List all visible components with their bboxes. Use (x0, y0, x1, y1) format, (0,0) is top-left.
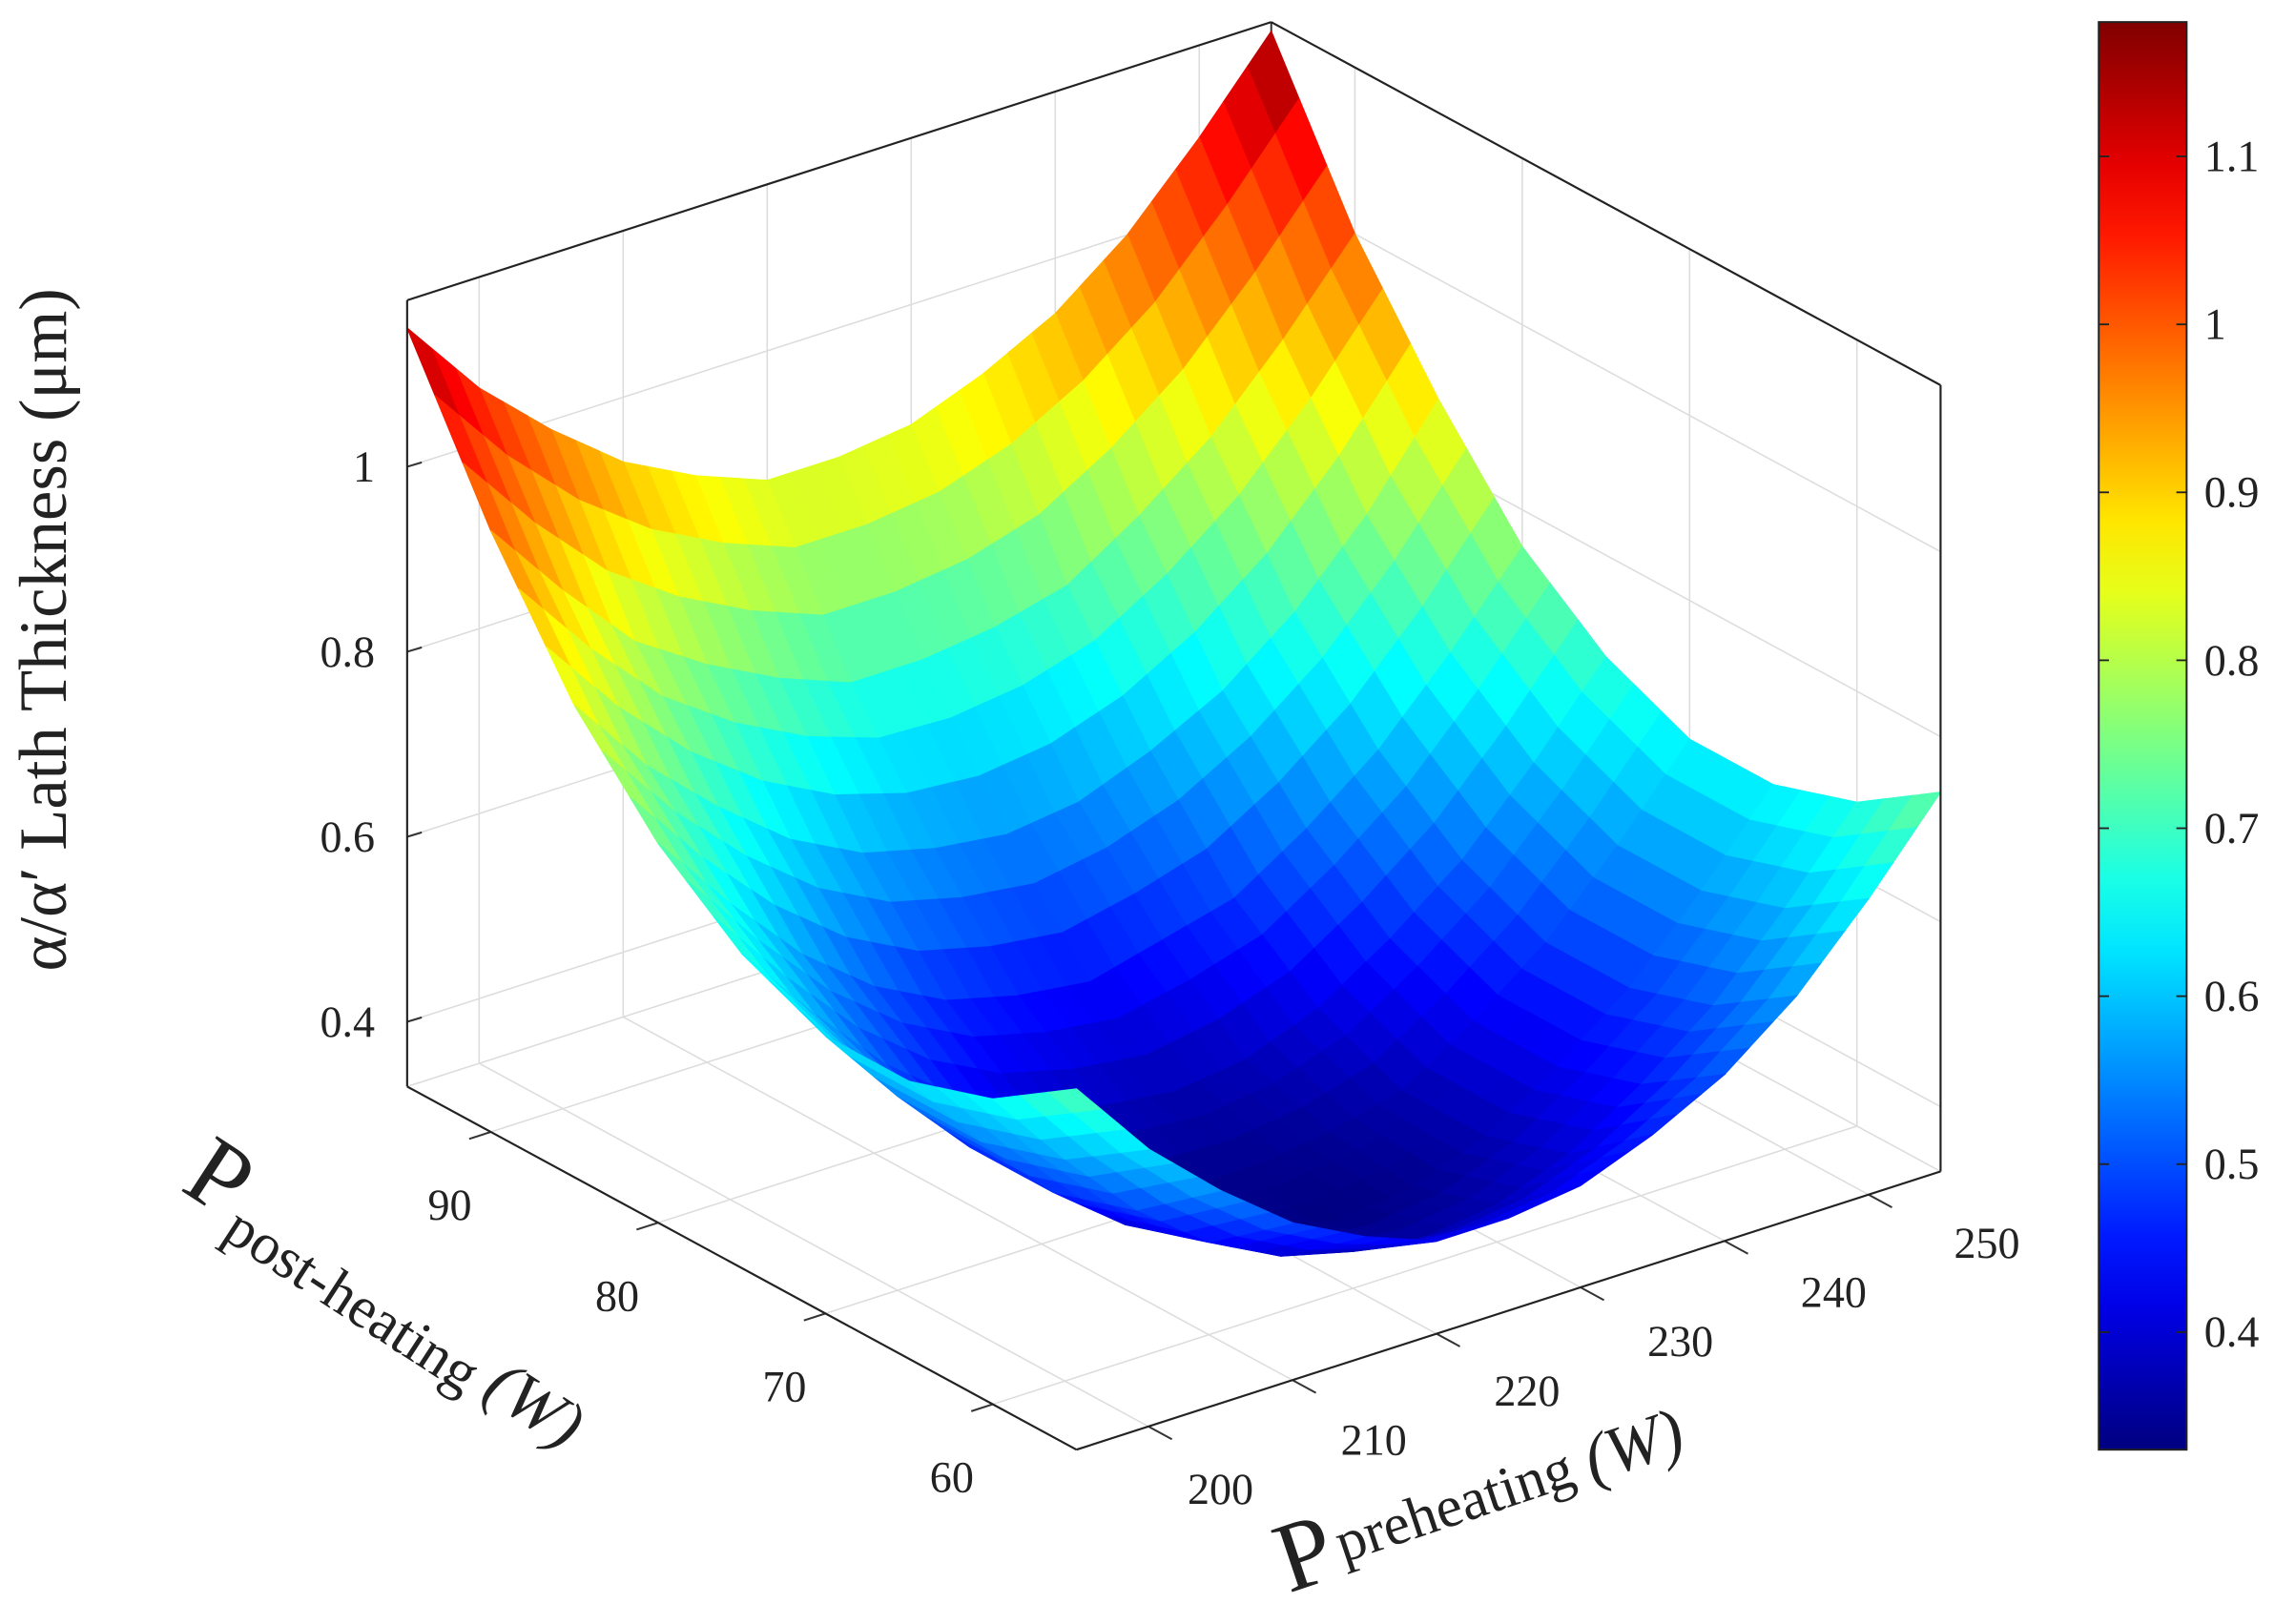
colorbar: 0.4 0.5 0.6 0.7 0.8 0.9 1 1.1 (2098, 21, 2260, 1451)
x-tick-label: 210 (1341, 1416, 1407, 1465)
grid-line (992, 1125, 1857, 1406)
x-tick-label: 250 (1954, 1219, 2020, 1267)
x-tick-label: 220 (1494, 1367, 1560, 1415)
x-tick (1436, 1332, 1461, 1347)
x-axis-label-unit: (W) (1574, 1394, 1693, 1497)
y-tick-label: 90 (428, 1181, 472, 1229)
x-tick-label: 240 (1801, 1267, 1867, 1316)
box-edge (1076, 1170, 1941, 1451)
x-tick (1148, 1425, 1173, 1441)
z-tick (406, 461, 423, 468)
z-tick (406, 646, 423, 653)
x-tick (1292, 1379, 1317, 1394)
y-tick-label: 60 (930, 1453, 974, 1502)
z-axis-label: α/α′ Lath Thickness (μm) (7, 288, 81, 971)
x-tick (1580, 1286, 1605, 1302)
box-edge (406, 1085, 1078, 1451)
z-tick-label: 0.6 (320, 812, 376, 861)
z-tick (406, 1016, 423, 1023)
colorbar-tick-label: 0.7 (2204, 804, 2260, 853)
colorbar-tick-label: 0.4 (2204, 1307, 2260, 1356)
y-tick (803, 1312, 826, 1322)
y-tick (636, 1222, 659, 1231)
grid-line (478, 1062, 1149, 1428)
colorbar-tick-label: 0.8 (2204, 636, 2260, 685)
z-tick-label: 1 (353, 442, 375, 491)
y-axis-label-unit: (W) (472, 1346, 597, 1463)
z-tick-label: 0.8 (320, 627, 376, 676)
grid-line (622, 1016, 1293, 1381)
surface-patch (1046, 1088, 1103, 1114)
grid-line (1271, 188, 1941, 553)
colorbar-tick-label: 1 (2204, 300, 2226, 349)
axes-front: 200 210 220 230 240 250 60 70 80 90 0.4 0.6 0.8 1 (320, 21, 2020, 1513)
x-tick (1868, 1193, 1892, 1208)
y-tick (468, 1131, 491, 1141)
colorbar-tick-label: 0.9 (2204, 468, 2260, 517)
x-tick (1724, 1240, 1748, 1255)
z-tick (406, 831, 423, 838)
x-axis-label: Ppreheating(W) (1261, 1374, 1698, 1614)
surface (406, 30, 1942, 1257)
y-tick-label: 70 (762, 1363, 806, 1411)
colorbar-tick-label: 1.1 (2204, 132, 2260, 180)
box-edge (406, 21, 1272, 301)
y-tick-label: 80 (595, 1271, 639, 1320)
y-tick (970, 1403, 994, 1412)
x-tick-label: 230 (1647, 1317, 1713, 1366)
z-tick-label: 0.4 (320, 997, 376, 1046)
colorbar-scale (2098, 21, 2188, 1451)
x-tick-label: 200 (1188, 1465, 1253, 1513)
colorbar-tick-label: 0.5 (2204, 1140, 2260, 1188)
y-axis-label: Ppost-heating(W) (162, 1115, 618, 1470)
box-edge (1271, 21, 1941, 386)
colorbar-tick-label: 0.6 (2204, 972, 2260, 1020)
